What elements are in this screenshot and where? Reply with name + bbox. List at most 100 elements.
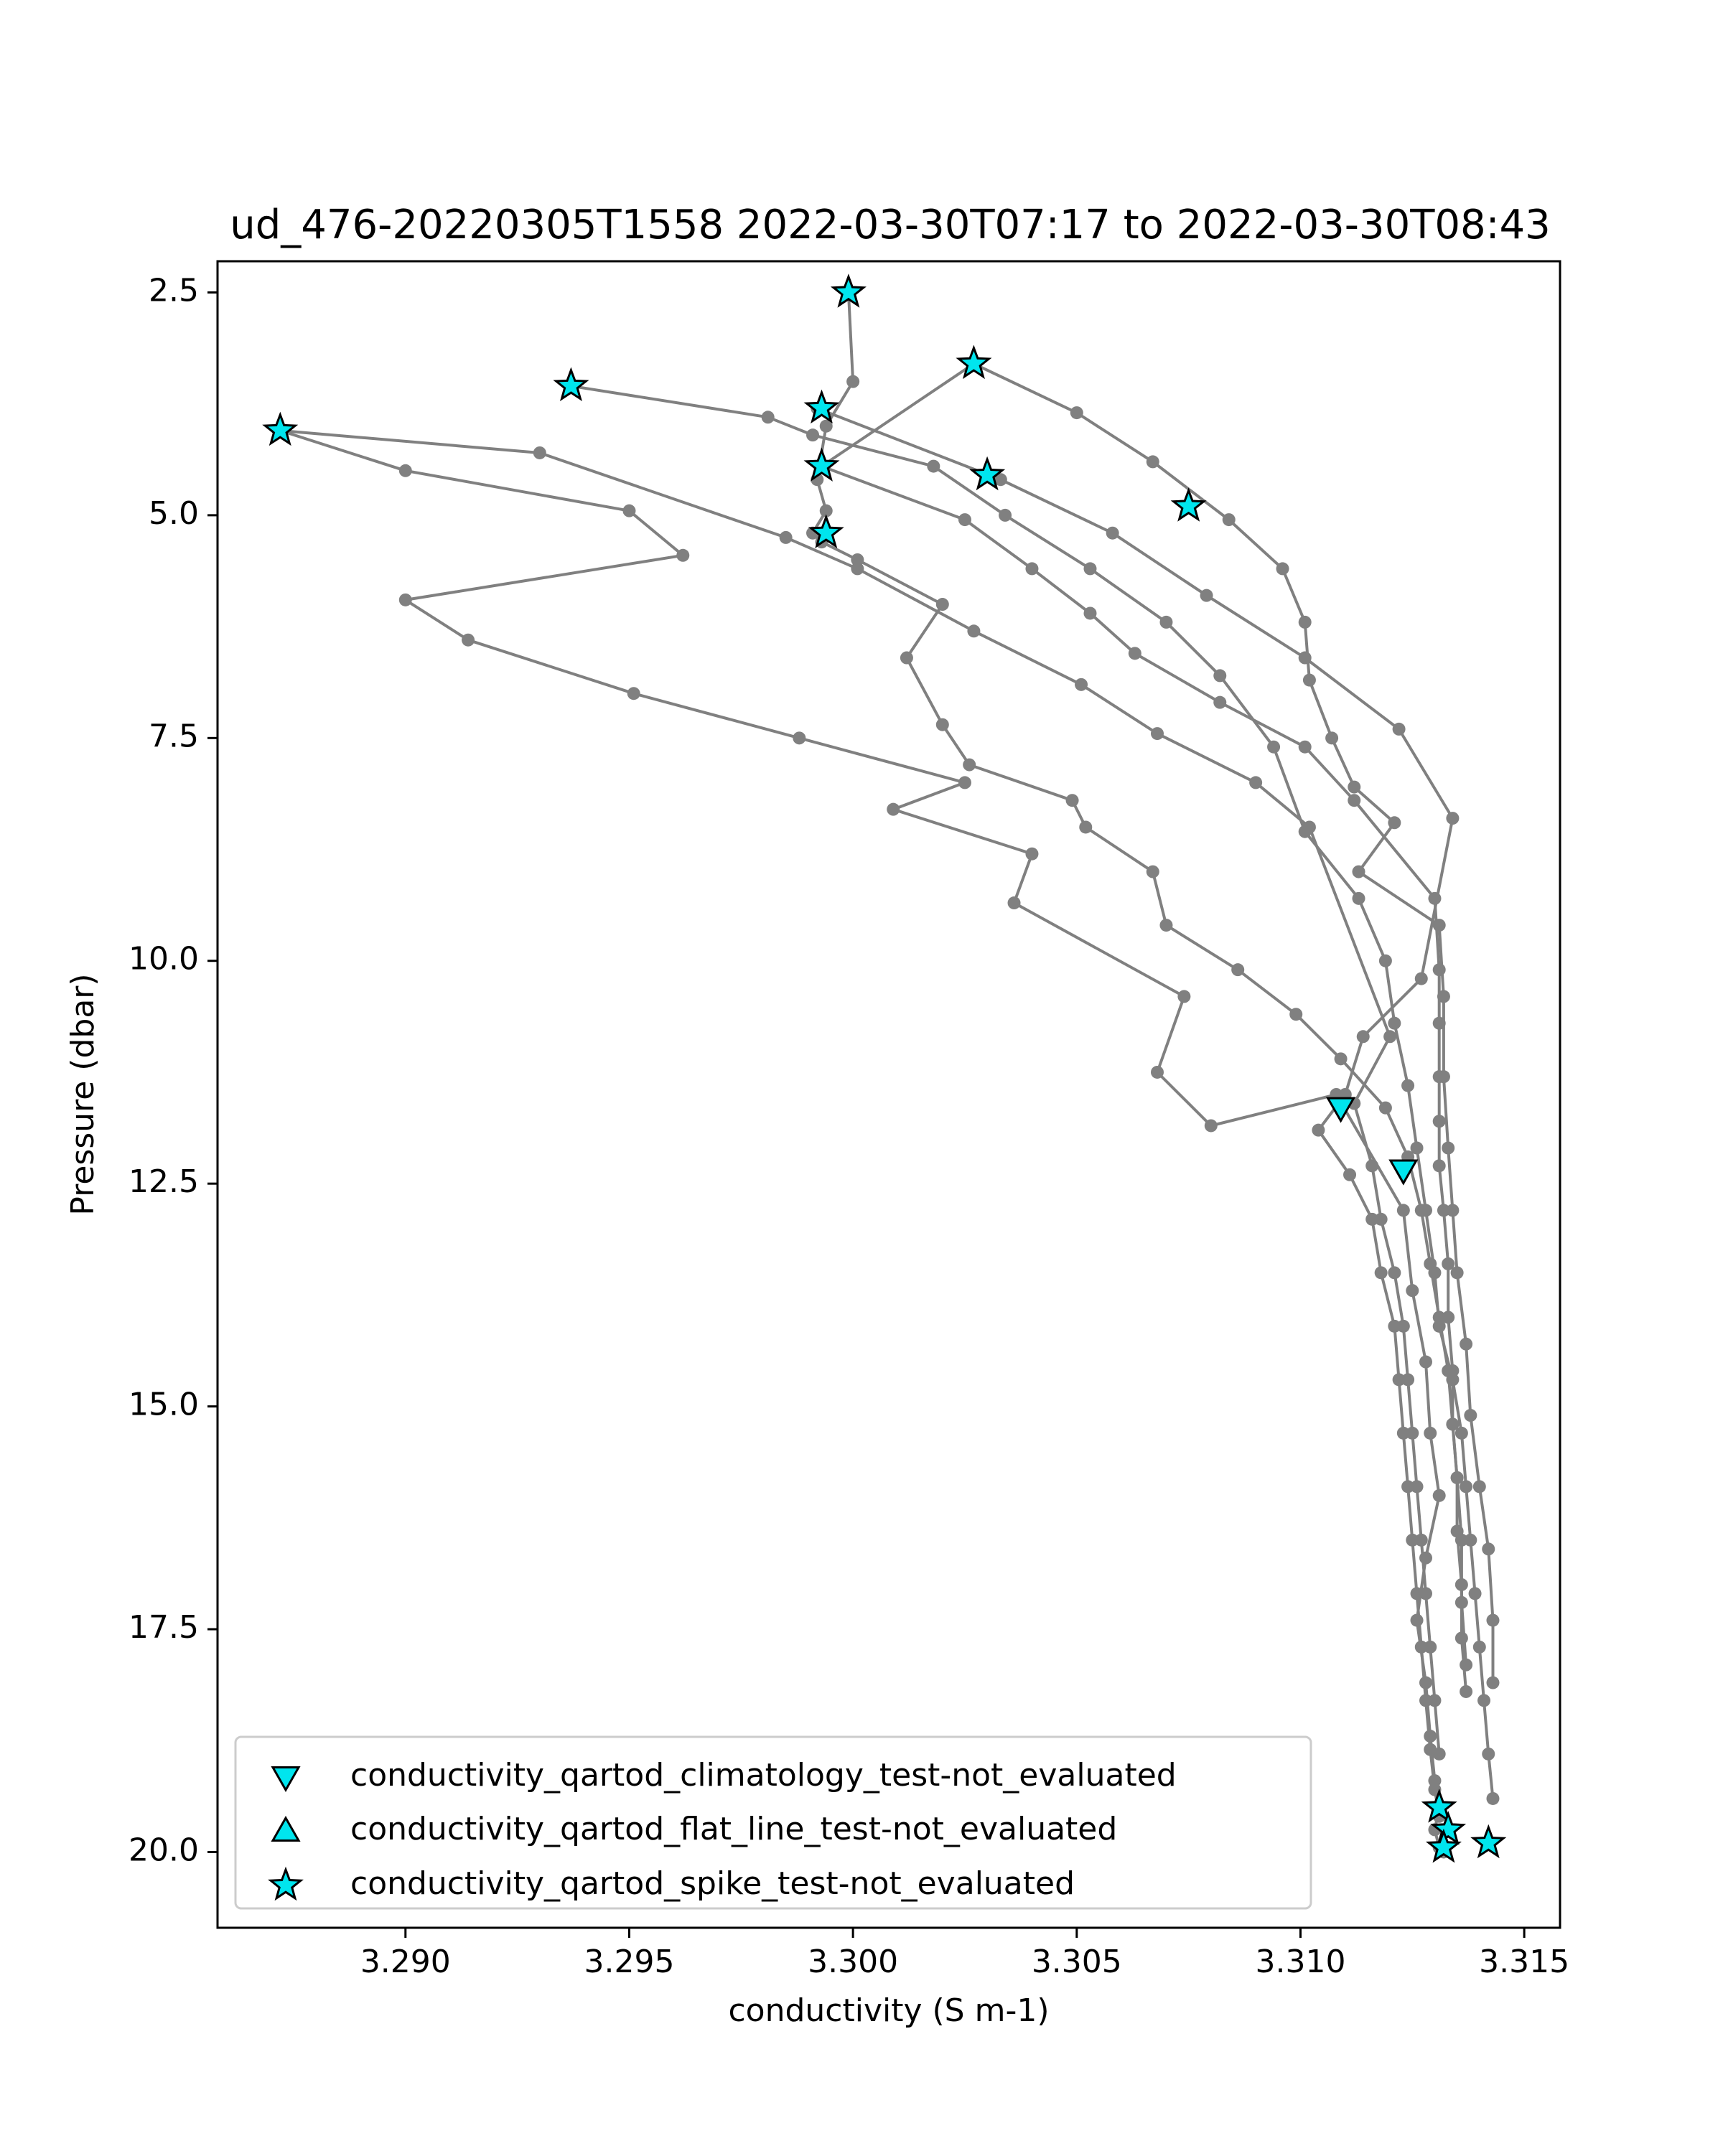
profile-point bbox=[1428, 1694, 1442, 1707]
profile-point bbox=[1446, 1364, 1460, 1377]
profile-point bbox=[1151, 727, 1164, 741]
profile-point bbox=[1454, 1631, 1468, 1645]
profile-point bbox=[1025, 562, 1039, 576]
profile-point bbox=[1276, 562, 1289, 576]
profile-point bbox=[851, 562, 864, 576]
profile-point bbox=[1486, 1613, 1500, 1627]
profile-point bbox=[1065, 794, 1079, 807]
profile-point bbox=[1446, 1417, 1460, 1431]
profiles-layer bbox=[274, 286, 1500, 1859]
profile-point bbox=[935, 718, 949, 731]
profile-point bbox=[761, 411, 775, 424]
profile-point bbox=[900, 651, 913, 665]
spike-flag-marker bbox=[1470, 1824, 1507, 1859]
profile-point bbox=[1432, 1159, 1446, 1173]
y-tick-label: 15.0 bbox=[129, 1387, 199, 1423]
profile-point bbox=[1450, 1524, 1464, 1538]
profile-point bbox=[1424, 1743, 1437, 1756]
profile-line-5 bbox=[820, 362, 1468, 1692]
x-tick-label: 3.305 bbox=[1032, 1944, 1122, 1980]
climatology-flag-marker bbox=[1325, 1097, 1356, 1123]
profile-point bbox=[622, 504, 636, 517]
profile-point bbox=[1128, 647, 1141, 660]
legend-marker-triangle-down bbox=[271, 1766, 301, 1793]
profile-point bbox=[1442, 1257, 1455, 1270]
profile-point bbox=[1146, 865, 1159, 878]
profile-point bbox=[1348, 794, 1361, 807]
profile-point bbox=[1025, 847, 1039, 861]
profile-point bbox=[1348, 780, 1361, 794]
y-axis-label: Pressure (dbar) bbox=[65, 973, 101, 1215]
profile-point bbox=[1159, 919, 1173, 932]
profile-point bbox=[1432, 919, 1446, 932]
legend-marker-star bbox=[268, 1866, 304, 1901]
profile-point bbox=[1396, 1426, 1410, 1440]
y-tick-label: 7.5 bbox=[149, 718, 199, 754]
spike-flag-marker bbox=[1170, 487, 1207, 522]
y-tick-label: 10.0 bbox=[129, 941, 199, 978]
profile-point bbox=[1213, 695, 1227, 709]
profile-point bbox=[1446, 812, 1460, 825]
profile-point bbox=[1396, 1319, 1410, 1333]
profile-line-2 bbox=[280, 428, 1441, 1755]
profile-point bbox=[1464, 1533, 1477, 1547]
x-tick-label: 3.295 bbox=[584, 1944, 674, 1980]
profile-point bbox=[1432, 1489, 1446, 1502]
y-tick-label: 12.5 bbox=[129, 1163, 199, 1200]
plot-area-frame bbox=[216, 260, 1561, 1929]
profile-point bbox=[1410, 1587, 1424, 1600]
profile-point bbox=[1410, 1141, 1424, 1155]
profile-point bbox=[1298, 740, 1312, 754]
profile-point bbox=[1414, 1204, 1428, 1217]
profile-point bbox=[1231, 963, 1245, 977]
profile-point bbox=[1365, 1159, 1379, 1173]
profile-point bbox=[1146, 455, 1159, 469]
profile-point bbox=[1396, 1204, 1410, 1217]
legend-label-spike: conductivity_qartod_spike_test-not_evalu… bbox=[350, 1865, 1075, 1902]
x-tick-label: 3.310 bbox=[1255, 1944, 1345, 1980]
profile-point bbox=[1200, 589, 1213, 602]
y-tick-label: 20.0 bbox=[129, 1832, 199, 1868]
profile-point bbox=[1472, 1640, 1486, 1654]
profile-point bbox=[1437, 1070, 1450, 1084]
profile-point bbox=[1079, 820, 1093, 834]
spike-flag-marker bbox=[803, 389, 840, 424]
profile-point bbox=[1392, 722, 1406, 736]
profile-point bbox=[1007, 896, 1021, 910]
profile-point bbox=[1075, 678, 1088, 691]
profile-point bbox=[1302, 673, 1316, 687]
profile-point bbox=[1410, 1613, 1424, 1627]
spike-flag-marker bbox=[262, 411, 299, 446]
profile-point bbox=[1406, 1426, 1419, 1440]
profile-point bbox=[1486, 1791, 1500, 1805]
profile-point bbox=[1432, 963, 1446, 977]
profile-point bbox=[1486, 1676, 1500, 1689]
profile-point bbox=[1414, 1533, 1428, 1547]
profile-point bbox=[1343, 1168, 1357, 1181]
profile-point bbox=[1388, 1319, 1401, 1333]
spike-flag-marker bbox=[1421, 1789, 1457, 1823]
spike-flag-marker bbox=[1430, 1811, 1467, 1845]
profile-point bbox=[1383, 1030, 1397, 1044]
y-tick-label: 2.5 bbox=[149, 272, 199, 309]
profile-point bbox=[1450, 1266, 1464, 1280]
profile-point bbox=[1159, 615, 1173, 629]
y-axis: 2.5 5.0 7.5 10.0 12.5 15.0 17.5 20.0 bbox=[129, 272, 218, 1868]
profile-point bbox=[1222, 513, 1236, 527]
profile-point bbox=[1414, 972, 1428, 985]
x-tick-label: 3.300 bbox=[808, 1944, 898, 1980]
profile-point bbox=[1432, 1311, 1446, 1324]
profile-point bbox=[1406, 1284, 1419, 1298]
profile-point bbox=[1450, 1471, 1464, 1484]
profile-point bbox=[851, 553, 864, 566]
chart-title: ud_476-20220305T1558 2022-03-30T07:17 to… bbox=[230, 202, 1551, 248]
flags-layer bbox=[262, 273, 1507, 1863]
profile-point bbox=[1151, 1065, 1164, 1079]
profile-point bbox=[1419, 1694, 1432, 1707]
profile-point bbox=[1464, 1409, 1477, 1423]
profile-point bbox=[1410, 1480, 1424, 1494]
profile-point bbox=[1325, 731, 1339, 745]
profile-point bbox=[1446, 1204, 1460, 1217]
profile-point bbox=[1388, 1016, 1401, 1030]
